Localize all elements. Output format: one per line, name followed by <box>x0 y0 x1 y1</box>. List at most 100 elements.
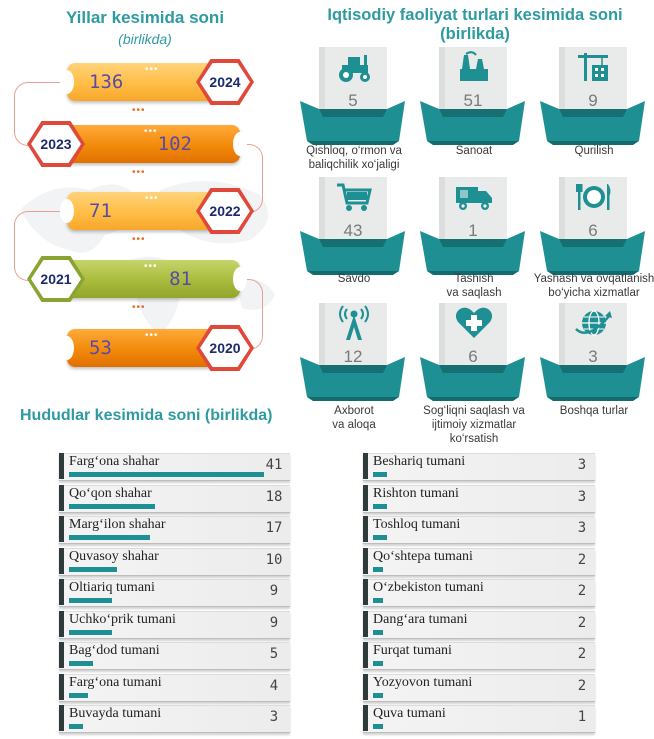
region-card <box>363 484 595 513</box>
region-bar <box>69 598 112 603</box>
year-badge-inner: 2022 <box>200 192 250 230</box>
activity-card <box>420 47 525 145</box>
activity-label: Boshqa turlar <box>529 404 654 418</box>
region-card-cap <box>363 705 368 731</box>
activity-label: Qurilish <box>529 144 654 158</box>
region-card-cap <box>363 673 368 700</box>
row-dots: ••• <box>132 167 146 178</box>
activity-label-line: va aloqa <box>332 419 376 431</box>
activity-label-line: Qurilish <box>574 145 614 157</box>
activity-value: 5 <box>348 91 358 110</box>
region-name: Bag‘dod tumani <box>69 643 160 658</box>
activity-card <box>300 303 405 401</box>
region-bar <box>373 724 383 729</box>
year-value: 102 <box>157 133 192 155</box>
region-row: Dang‘ara tumani 2 <box>363 610 595 639</box>
region-row: Bag‘dod tumani 5 <box>59 642 290 670</box>
year-value: 53 <box>89 337 112 359</box>
region-value: 9 <box>269 583 279 599</box>
region-bar <box>373 629 383 635</box>
year-value: 71 <box>89 200 112 222</box>
region-card-cap <box>59 547 64 574</box>
years-title: Yillar kesimida soni <box>65 8 225 27</box>
region-bar <box>373 566 383 572</box>
region-card-cap <box>59 484 64 511</box>
pill-dots: ••• <box>144 261 158 272</box>
region-card <box>363 705 595 733</box>
year-badge: 2022 <box>196 188 254 234</box>
region-card-cap <box>59 453 64 479</box>
activity-value: 6 <box>588 221 598 240</box>
region-row: Qo‘qon shahar 18 <box>59 484 290 513</box>
region-card <box>59 673 290 702</box>
activity-label-line: baliqchilik xo‘jaligi <box>308 159 400 171</box>
year-label: 2022 <box>209 203 241 219</box>
activity-value: 6 <box>468 347 478 366</box>
activity-label: Axborot va aloqa <box>289 404 419 432</box>
region-name: Dang‘ara tumani <box>373 611 468 627</box>
activity-card <box>540 47 645 145</box>
activity-card <box>420 303 525 401</box>
pill-dots: ••• <box>144 126 158 137</box>
region-card-cap <box>363 579 368 605</box>
region-row: Oltiariq tumani 9 <box>59 579 290 607</box>
region-bar <box>373 661 383 666</box>
activity-value: 12 <box>343 347 363 366</box>
truck-icon <box>454 179 494 215</box>
row-dots: ••• <box>132 302 146 313</box>
region-card-cap <box>363 484 368 511</box>
region-card-cap <box>59 579 64 605</box>
region-row: Farg‘ona tumani 4 <box>59 673 290 702</box>
region-card-cap <box>363 642 368 668</box>
region-bar <box>69 503 155 509</box>
region-name: Qo‘qon shahar <box>69 485 152 501</box>
region-row: Quva tumani 1 <box>363 705 595 733</box>
region-bar <box>69 566 117 572</box>
region-row: Buvayda tumani 3 <box>59 705 290 733</box>
region-card-cap <box>363 547 368 574</box>
region-bar <box>373 692 383 698</box>
region-row: Beshariq tumani 3 <box>363 453 595 481</box>
pill-dots: ••• <box>145 64 159 75</box>
activity-label: Savdo <box>289 272 419 286</box>
region-bar <box>69 692 89 698</box>
region-value: 2 <box>577 583 587 599</box>
activity-label-line: Axborot <box>334 405 374 417</box>
region-value: 2 <box>577 614 587 631</box>
pill-dots: ••• <box>145 193 159 204</box>
region-card <box>363 516 595 544</box>
year-value-pill: ••• 81 <box>55 260 247 298</box>
region-card-cap <box>363 453 368 479</box>
region-name: Quvasoy shahar <box>69 548 159 564</box>
region-card <box>59 705 290 733</box>
region-card <box>363 579 595 607</box>
region-name: Farg‘ona tumani <box>69 674 162 690</box>
region-value: 3 <box>577 520 587 536</box>
activity-card <box>540 303 645 401</box>
region-card <box>59 642 290 670</box>
region-card <box>363 610 595 639</box>
region-card-cap <box>59 642 64 668</box>
year-value: 136 <box>89 71 124 93</box>
region-value: 2 <box>577 646 587 662</box>
region-value: 2 <box>577 677 587 694</box>
row-dots: ••• <box>132 234 146 245</box>
activity-label: Qishloq, o‘rmon va baliqchilik xo‘jaligi <box>289 144 419 172</box>
activity-label: Sanoat <box>409 144 539 158</box>
activity-label-line: Qishloq, o‘rmon va <box>306 145 402 157</box>
activity-value: 43 <box>343 221 363 240</box>
region-name: Toshloq tumani <box>373 517 461 532</box>
regions-title: Hududlar kesimida soni (birlikda) <box>20 407 273 424</box>
year-badge-inner: 2024 <box>200 63 250 101</box>
region-card-cap <box>59 516 64 542</box>
crane-icon <box>574 49 614 85</box>
year-badge-inner: 2020 <box>200 329 250 367</box>
globe-icon <box>574 305 614 341</box>
years-subtitle: (birlikda) <box>118 31 172 47</box>
region-value: 17 <box>265 520 283 536</box>
year-label: 2021 <box>40 271 72 287</box>
region-value: 4 <box>269 677 279 694</box>
region-value: 18 <box>265 488 283 505</box>
year-badge: 2023 <box>27 121 85 167</box>
activity-label-line: va saqlash <box>446 287 502 299</box>
